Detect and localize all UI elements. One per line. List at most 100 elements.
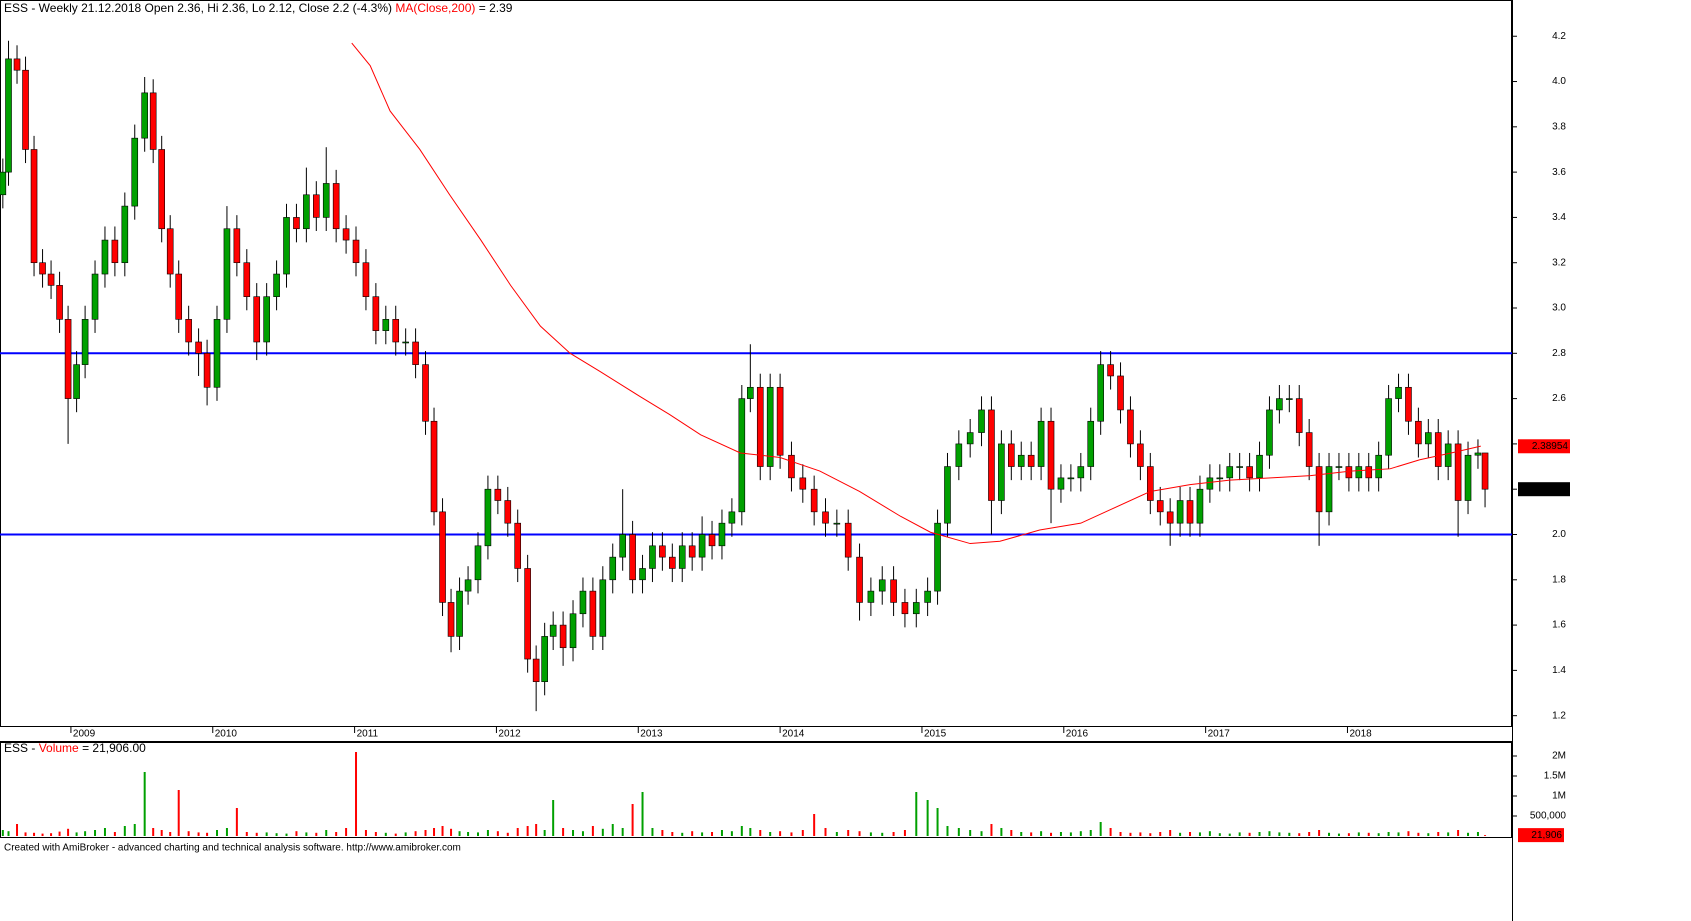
candle-body (541, 636, 548, 683)
volume-bar (601, 828, 604, 836)
volume-bar (133, 824, 136, 836)
volume-bar (711, 832, 714, 836)
candle-body (1156, 500, 1164, 513)
volume-bar (779, 831, 782, 836)
x-tick-label: 2012 (498, 729, 521, 740)
candle-body (609, 556, 617, 581)
volume-bar (1308, 832, 1311, 836)
volume-bar (835, 832, 838, 836)
volume-bar (1357, 832, 1360, 836)
candle-body (504, 500, 512, 524)
candle-body (484, 488, 492, 547)
candle-body (966, 432, 974, 445)
candle-body (439, 511, 446, 603)
candle-body (978, 409, 985, 433)
volume-bar (641, 792, 644, 836)
candle-body (494, 488, 502, 501)
volume-bar (41, 833, 44, 836)
candle-body (5, 58, 12, 173)
candle-body (1295, 398, 1303, 433)
candle-body (878, 579, 886, 592)
candle-body (64, 319, 72, 399)
volume-bar (740, 826, 743, 836)
ma-readout: = 2.39 (479, 1, 513, 15)
volume-bar (1109, 828, 1112, 836)
volume-readout: = 21,906.00 (82, 741, 146, 755)
volume-bar (1457, 830, 1460, 836)
volume-tick-label: 1.5M (1544, 771, 1566, 782)
volume-bar (1030, 832, 1033, 836)
volume-bar (1139, 832, 1142, 836)
candle-body (1464, 454, 1472, 501)
volume-bar (94, 830, 97, 836)
volume-bar (1367, 832, 1370, 836)
candle-body (718, 522, 726, 547)
volume-bar (1089, 830, 1092, 836)
candle-body (1067, 477, 1075, 480)
volume-bar (84, 831, 87, 836)
candle-body (283, 217, 290, 275)
volume-bar (1099, 822, 1102, 836)
candle-body (1266, 409, 1273, 456)
volume-bar (1179, 832, 1182, 836)
volume-bar (869, 832, 872, 836)
candle-body (799, 477, 807, 490)
candle-body (195, 341, 202, 354)
candle-body (342, 228, 350, 241)
candle-body (1355, 466, 1363, 479)
volume-bar (1010, 830, 1013, 836)
volume-header: ESS - Volume = 21,906.00 (4, 741, 146, 755)
volume-bar (631, 804, 634, 836)
volume-bar (847, 830, 850, 836)
volume-bar (526, 826, 529, 836)
candle-body (372, 296, 380, 331)
candle-body (669, 556, 676, 569)
x-tick-label: 2009 (73, 729, 96, 740)
volume-bar (197, 832, 200, 836)
volume-bar (103, 828, 106, 836)
candle-body (532, 658, 540, 683)
candle-body (1395, 386, 1402, 399)
candle-body (1315, 466, 1323, 513)
volume-bar (374, 832, 377, 836)
volume-bar (701, 832, 704, 836)
volume-bar (75, 832, 78, 836)
candle-body (362, 262, 370, 297)
volume-bar (50, 833, 53, 836)
y-tick-label: 1.4 (1552, 665, 1566, 676)
candle-body (776, 386, 784, 456)
volume-bar (384, 832, 387, 836)
candle-body (1286, 398, 1293, 400)
candle-body (955, 443, 963, 467)
x-tick-label: 2016 (1066, 729, 1089, 740)
candle-body (1305, 432, 1313, 467)
volume-bar (16, 824, 19, 836)
candle-body (944, 466, 951, 524)
volume-bar (1347, 833, 1350, 836)
candle-body (549, 624, 557, 637)
volume-bar (946, 826, 949, 836)
volume-bar (1020, 832, 1023, 836)
volume-bar (1040, 831, 1043, 836)
candle-body (1137, 443, 1144, 467)
y-tick-label: 3.0 (1552, 303, 1566, 314)
candle-body (1097, 364, 1104, 422)
candle-body (1077, 466, 1085, 479)
volume-bar (1387, 832, 1390, 836)
moving-average-line (351, 42, 1481, 545)
volume-bar (7, 831, 10, 836)
candle-body (111, 239, 119, 264)
candle-body (1057, 477, 1065, 490)
candle-body (233, 228, 241, 264)
volume-bar (476, 832, 479, 836)
y-tick-label: 1.8 (1552, 574, 1566, 585)
volume-tag (1518, 828, 1564, 843)
volume-bar (881, 832, 884, 836)
y-tick-label: 4.0 (1552, 76, 1566, 87)
header-title: ESS - Weekly 21.12.2018 Open 2.36, Hi 2.… (4, 1, 392, 15)
volume-pane-frame (0, 742, 1512, 838)
candle-body (332, 183, 340, 230)
candle-body (213, 319, 221, 388)
candle-body (1117, 375, 1124, 411)
volume-bar (969, 830, 972, 836)
